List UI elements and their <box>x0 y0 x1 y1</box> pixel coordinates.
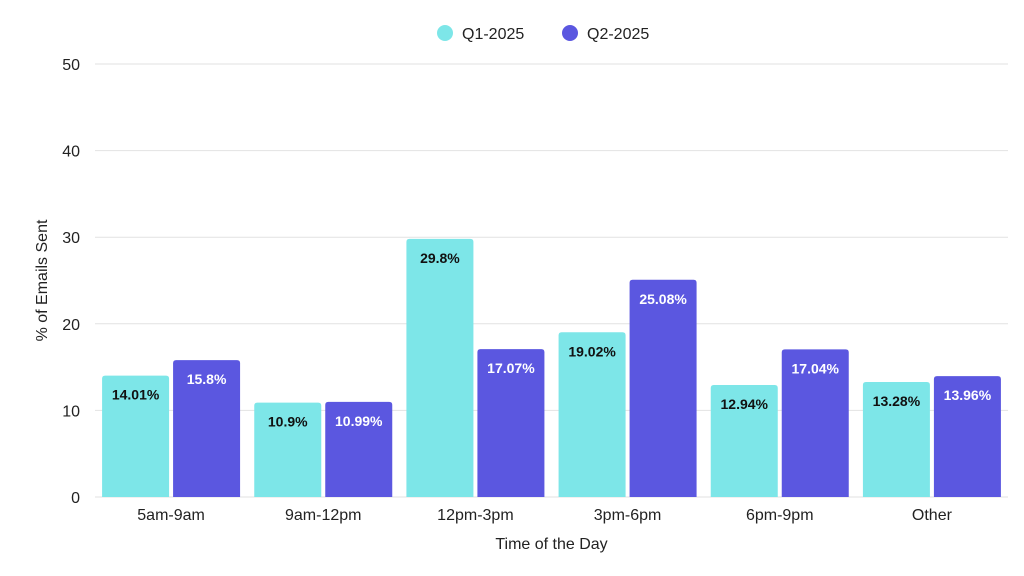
bar[interactable] <box>406 238 474 497</box>
bar-value-label: 17.07% <box>487 360 535 376</box>
legend[interactable]: Q1-2025 Q2-2025 <box>437 25 649 43</box>
bar[interactable] <box>254 402 322 497</box>
legend-item[interactable]: Q1-2025 <box>437 25 524 43</box>
x-tick-label: 3pm-6pm <box>594 507 662 524</box>
x-tick-label: 12pm-3pm <box>437 507 513 524</box>
x-axis-title: Time of the Day <box>495 536 607 553</box>
y-tick-label: 40 <box>62 144 80 161</box>
y-tick-label: 30 <box>62 230 80 247</box>
bar[interactable] <box>102 375 170 497</box>
y-axis-ticks: 0 10 20 30 40 50 <box>62 57 80 507</box>
legend-swatch <box>562 25 578 41</box>
bar-value-label: 19.02% <box>568 343 616 359</box>
bar-value-label: 10.99% <box>335 413 383 429</box>
x-tick-label: 9am-12pm <box>285 507 361 524</box>
y-tick-label: 10 <box>62 403 80 420</box>
bars <box>102 238 1001 497</box>
y-axis-title: % of Emails Sent <box>34 219 51 341</box>
bar[interactable] <box>710 384 778 497</box>
y-tick-label: 50 <box>62 57 80 74</box>
bar-value-label: 14.01% <box>112 387 160 403</box>
bar-labels: 14.01% 15.8% 10.9% 10.99% 29.8% 17.07% 19.02% 2… <box>112 250 992 430</box>
x-tick-label: 6pm-9pm <box>746 507 814 524</box>
x-tick-label: 5am-9am <box>137 507 205 524</box>
legend-item[interactable]: Q2-2025 <box>562 25 649 43</box>
bar-value-label: 13.96% <box>944 387 992 403</box>
bar-value-label: 17.04% <box>792 360 840 376</box>
legend-swatch <box>437 25 453 41</box>
grid-lines <box>95 63 1008 498</box>
bar[interactable] <box>933 376 1001 497</box>
bar-value-label: 15.8% <box>187 371 227 387</box>
bar-value-label: 13.28% <box>873 393 921 409</box>
bar[interactable] <box>173 360 241 497</box>
bar-value-label: 12.94% <box>721 396 769 412</box>
bar[interactable] <box>629 279 697 497</box>
x-axis-ticks: 5am-9am 9am-12pm 12pm-3pm 3pm-6pm 6pm-9pm Oth… <box>137 507 952 524</box>
legend-label: Q1-2025 <box>462 26 524 43</box>
y-tick-label: 0 <box>71 490 80 507</box>
y-tick-label: 20 <box>62 317 80 334</box>
x-tick-label: Other <box>912 507 953 524</box>
bar-value-label: 29.8% <box>420 250 460 266</box>
bar[interactable] <box>325 401 393 497</box>
legend-label: Q2-2025 <box>587 26 649 43</box>
bar[interactable] <box>558 332 626 497</box>
bar[interactable] <box>781 349 849 497</box>
bar[interactable] <box>862 381 930 497</box>
bar-value-label: 25.08% <box>639 291 687 307</box>
bar[interactable] <box>477 349 545 497</box>
bar-value-label: 10.9% <box>268 414 308 430</box>
